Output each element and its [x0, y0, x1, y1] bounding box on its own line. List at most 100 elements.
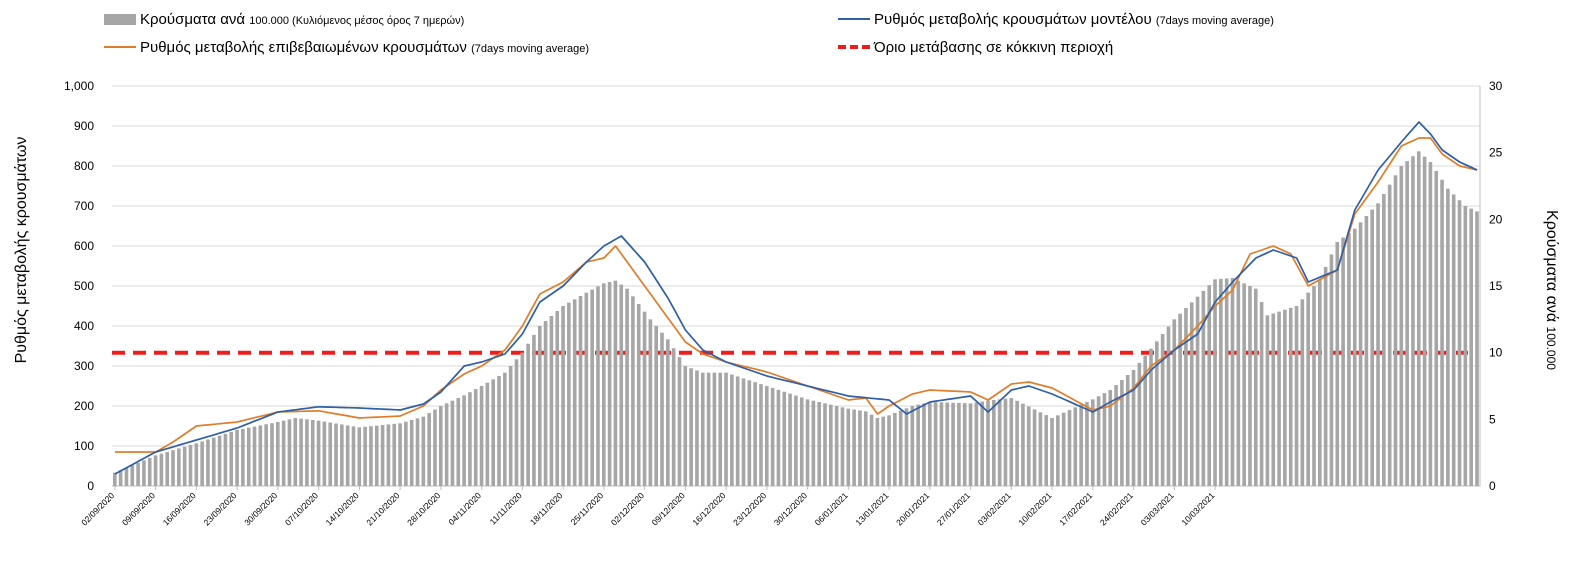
bar: [299, 418, 303, 486]
bar: [805, 399, 810, 486]
bar: [1294, 306, 1299, 486]
left-axis-title: Ρυθμός μεταβολής κρουσμάτων: [13, 136, 30, 364]
x-tick-label: 30/12/2020: [772, 490, 809, 527]
x-axis-ticks: 02/09/2020 09/09/2020 16/09/2020 23/09/2020…: [79, 486, 1217, 527]
bar: [1393, 175, 1398, 487]
right-tick-label: 15: [1489, 279, 1503, 293]
bar: [689, 368, 693, 486]
bar: [858, 410, 862, 486]
bar: [834, 406, 839, 486]
x-tick-label: 17/02/2021: [1057, 490, 1094, 527]
bar: [211, 437, 216, 486]
bar: [1044, 415, 1049, 486]
bar: [328, 422, 332, 486]
bar: [473, 389, 478, 486]
bar: [753, 382, 757, 486]
bar: [1271, 313, 1276, 486]
gridlines: [112, 85, 1481, 487]
left-tick-label: 0: [87, 479, 94, 493]
bar: [1387, 184, 1392, 486]
bar: [881, 416, 886, 486]
bar: [374, 425, 379, 486]
bar: [747, 380, 752, 486]
bar: [724, 372, 728, 486]
bar: [130, 465, 135, 486]
left-tick-label: 600: [74, 239, 94, 253]
right-tick-label: 25: [1489, 146, 1503, 160]
bar: [782, 391, 787, 486]
bar: [706, 372, 711, 486]
bar: [829, 404, 833, 486]
bar: [1463, 206, 1468, 486]
bar: [1160, 334, 1165, 486]
left-axis-ticks: 0 100 200 300 400 500 600 700 800 900 1,000: [64, 79, 94, 493]
bar: [1451, 194, 1456, 486]
x-tick-label: 28/10/2020: [405, 490, 442, 527]
bar: [497, 376, 501, 486]
bar: [456, 398, 461, 486]
bar: [648, 319, 653, 486]
bar: [654, 326, 658, 486]
bar: [380, 425, 385, 486]
x-tick-label: 11/11/2020: [488, 490, 524, 526]
bar: [1149, 348, 1153, 486]
bar: [1056, 415, 1060, 486]
bar: [962, 403, 967, 486]
bar: [229, 431, 234, 486]
bar: [677, 357, 682, 486]
bar: [1079, 404, 1083, 486]
bar: [852, 409, 856, 486]
x-tick-label: 06/01/2021: [813, 490, 850, 527]
bar: [1277, 311, 1281, 486]
bar: [491, 379, 495, 486]
x-tick-label: 25/11/2020: [569, 490, 606, 527]
bar: [1032, 409, 1037, 486]
bar: [252, 426, 257, 486]
bar: [462, 395, 466, 486]
bar: [1114, 385, 1118, 486]
x-tick-label: 23/12/2020: [731, 490, 768, 527]
bar: [1411, 156, 1415, 486]
bar: [1125, 375, 1130, 486]
x-tick-label: 03/03/2021: [1139, 490, 1176, 527]
bar: [1102, 393, 1107, 486]
left-tick-label: 500: [74, 279, 94, 293]
bar: [1283, 309, 1287, 486]
bar: [1155, 341, 1159, 486]
bar: [1335, 242, 1340, 486]
x-tick-label: 02/12/2020: [609, 490, 646, 527]
bar: [508, 366, 513, 486]
bar: [194, 443, 199, 486]
bar: [136, 462, 140, 486]
x-tick-label: 02/09/2020: [79, 490, 116, 527]
bar: [421, 416, 426, 486]
line-series: [114, 121, 1478, 475]
bar-series: [113, 151, 1479, 487]
bar: [235, 430, 239, 486]
bar: [444, 403, 449, 486]
bar: [1021, 403, 1025, 486]
legend-confirmed-swatch: [104, 46, 136, 48]
bar: [625, 288, 629, 486]
bar: [1172, 319, 1177, 486]
bar: [1434, 170, 1439, 486]
bar: [910, 406, 915, 486]
bar: [730, 374, 734, 486]
bar: [147, 457, 152, 486]
bar: [1259, 302, 1264, 486]
bar: [700, 372, 705, 486]
bar: [1038, 412, 1043, 486]
bar: [957, 402, 961, 486]
x-tick-label: 14/10/2020: [324, 490, 361, 527]
bar: [1003, 398, 1008, 486]
bar: [922, 403, 926, 486]
bar: [619, 284, 624, 486]
bar: [276, 422, 280, 486]
bar: [1399, 166, 1404, 486]
bar: [823, 403, 827, 486]
bar: [217, 435, 222, 486]
right-tick-label: 5: [1489, 412, 1496, 426]
bar: [264, 424, 268, 486]
bar: [863, 411, 868, 486]
left-tick-label: 400: [74, 319, 94, 333]
